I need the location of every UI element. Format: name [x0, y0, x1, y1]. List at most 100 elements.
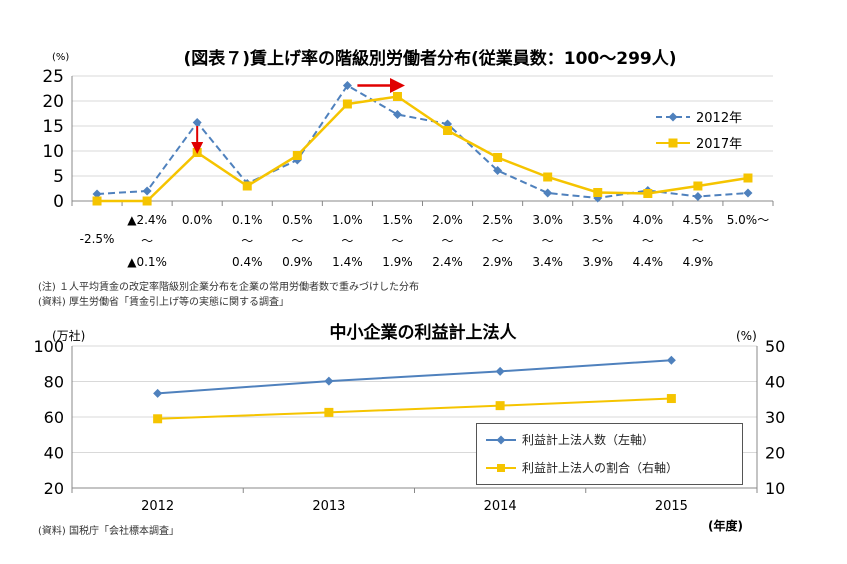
source-nta: (資料) 国税庁「会社標本調査」 [38, 526, 179, 537]
note-weighting: (注) １人平均賃金の改定率階級別企業分布を企業の常用労働者数で重みづけした分布 [38, 282, 419, 293]
chart1-ytick: 25 [42, 67, 64, 87]
chart1-point-1 [593, 188, 603, 197]
chart1-xtick-top: 2.0% [432, 213, 463, 227]
chart1-xtick-wave: ～ [692, 234, 704, 248]
chart2-ytick-right: 20 [765, 444, 785, 463]
chart1-point-1 [292, 151, 302, 160]
chart2-ytick-right: 40 [765, 373, 785, 392]
chart2-series-line-0 [157, 359, 672, 395]
chart2-point-1 [495, 401, 505, 411]
chart1-xtick-wave: ～ [642, 234, 654, 248]
chart1-point-0 [693, 192, 703, 201]
chart2-xtick-label: 2015 [655, 499, 688, 514]
chart2-ytick-left: 20 [44, 479, 64, 498]
chart1-point-0 [142, 186, 152, 196]
chart1-point-1 [443, 126, 453, 135]
chart1-series-line-1 [97, 95, 749, 203]
chart1-legend-label-1: 2017年 [696, 137, 742, 152]
chart2-xtick-label: 2012 [141, 499, 174, 514]
chart2-xtick-label: 2014 [484, 499, 517, 514]
chart2-ytick-right: 10 [765, 479, 785, 498]
chart1-ytick: 20 [42, 92, 64, 112]
chart1-xtick-bottom: 2.9% [482, 255, 513, 269]
chart1-xtick-wave: ～ [391, 234, 403, 248]
chart2-right-unit: (%) [736, 329, 757, 343]
legend-box-2 [476, 423, 743, 485]
chart1-point-1 [92, 196, 102, 206]
chart2-ytick-right: 30 [765, 408, 785, 427]
chart1-point-1 [142, 196, 152, 206]
chart1-point-1 [643, 189, 653, 198]
chart1-xtick-top: 0.1% [232, 213, 263, 227]
chart1-legend-marker-1 [668, 138, 678, 148]
chart2-ytick-left: 40 [44, 444, 64, 463]
chart1-point-1 [743, 173, 753, 183]
chart2-ytick-left: 80 [44, 373, 64, 392]
source-mhlw: (資料) 厚生労働省「賃金引上げ等の実態に関する調査」 [38, 297, 289, 308]
chart1-ytick: 15 [42, 117, 64, 137]
chart1-xtick-bottom: 4.4% [633, 255, 664, 269]
chart1-point-1 [342, 99, 352, 109]
chart1-xtick-bottom: 1.4% [332, 255, 363, 269]
chart1-legend-marker-0 [668, 112, 678, 122]
chart2-point-1 [666, 394, 676, 404]
chart1-xtick-wave: ～ [141, 234, 153, 248]
chart1-xtick-bottom: 0.4% [232, 255, 263, 269]
chart1-xtick-wave: ～ [291, 234, 303, 248]
chart1-xtick-wave: ～ [592, 234, 604, 248]
chart1-point-0 [192, 118, 202, 127]
chart1-point-0 [92, 189, 102, 199]
chart1-xtick-bottom: 3.9% [583, 255, 614, 269]
chart1-point-0 [543, 188, 553, 198]
chart1-unit: (%) [52, 52, 69, 63]
chart2-ytick-left: 100 [33, 337, 64, 356]
chart1-xtick-top: 1.0% [332, 213, 363, 227]
chart1-xtick-top: 4.5% [683, 213, 714, 227]
chart1-point-1 [392, 92, 402, 101]
chart2-xtick-label: 2013 [312, 499, 345, 514]
chart2-point-0 [324, 376, 334, 386]
chart-wage-distribution: (図表７)賃上げ率の階級別労働者分布(従業員数：100～299人) (%) 0 5 10… [42, 48, 774, 269]
chart2-ytick-right: 50 [765, 337, 785, 356]
chart1-xtick-wave: ～ [542, 234, 554, 248]
chart1-point-1 [493, 153, 503, 162]
legend-square-icon [486, 463, 516, 472]
chart1-series-line-0 [96, 84, 749, 200]
chart1-point-1 [543, 172, 553, 182]
chart1-point-0 [493, 166, 503, 175]
chart2-point-0 [666, 355, 676, 365]
chart1-point-1 [242, 181, 252, 191]
chart1-xtick-bottom: ▲0.1% [127, 255, 167, 269]
chart1-xtick-bottom: 0.9% [282, 255, 313, 269]
chart1-xtick-wave: ～ [341, 234, 353, 248]
chart1-xtick-top: 0.5% [282, 213, 313, 227]
chart2-xlabel: (年度) [708, 518, 743, 533]
chart1-legend-label-0: 2012年 [696, 111, 742, 126]
chart1-xtick-bottom: 1.9% [382, 255, 413, 269]
chart1-ytick: 10 [42, 142, 64, 162]
chart1-xtick-wave: ～ [442, 234, 454, 248]
chart1-xtick-bottom: 4.9% [683, 255, 714, 269]
chart1-point-0 [392, 110, 402, 119]
chart1-ytick: 5 [53, 167, 64, 187]
chart1-xtick-top: 4.0% [633, 213, 664, 227]
chart1-xtick-top: 0.0% [182, 213, 213, 227]
chart1-xtick-top: ▲2.4% [127, 213, 167, 227]
chart1-point-0 [743, 188, 753, 198]
chart1-xtick-wave: ～ [492, 234, 504, 248]
chart1-xtick-bottom: 2.4% [432, 255, 463, 269]
legend-item-count: 利益計上法人数（左軸） [486, 431, 654, 448]
chart1-xtick-top: 3.0% [532, 213, 563, 227]
chart2-ytick-left: 60 [44, 408, 64, 427]
chart1-xtick-bottom: 3.4% [532, 255, 563, 269]
legend-diamond-icon [486, 435, 516, 444]
chart2-series-line-1 [157, 397, 672, 420]
chart1-xtick-top: 5.0%～ [727, 213, 770, 227]
chart1-ytick: 0 [53, 192, 64, 212]
chart1-title: (図表７)賃上げ率の階級別労働者分布(従業員数：100～299人) [183, 48, 676, 69]
chart1-xtick-top: 2.5% [482, 213, 513, 227]
chart1-xtick-top: 1.5% [382, 213, 413, 227]
chart1-xtick-wave: ～ [241, 234, 253, 248]
